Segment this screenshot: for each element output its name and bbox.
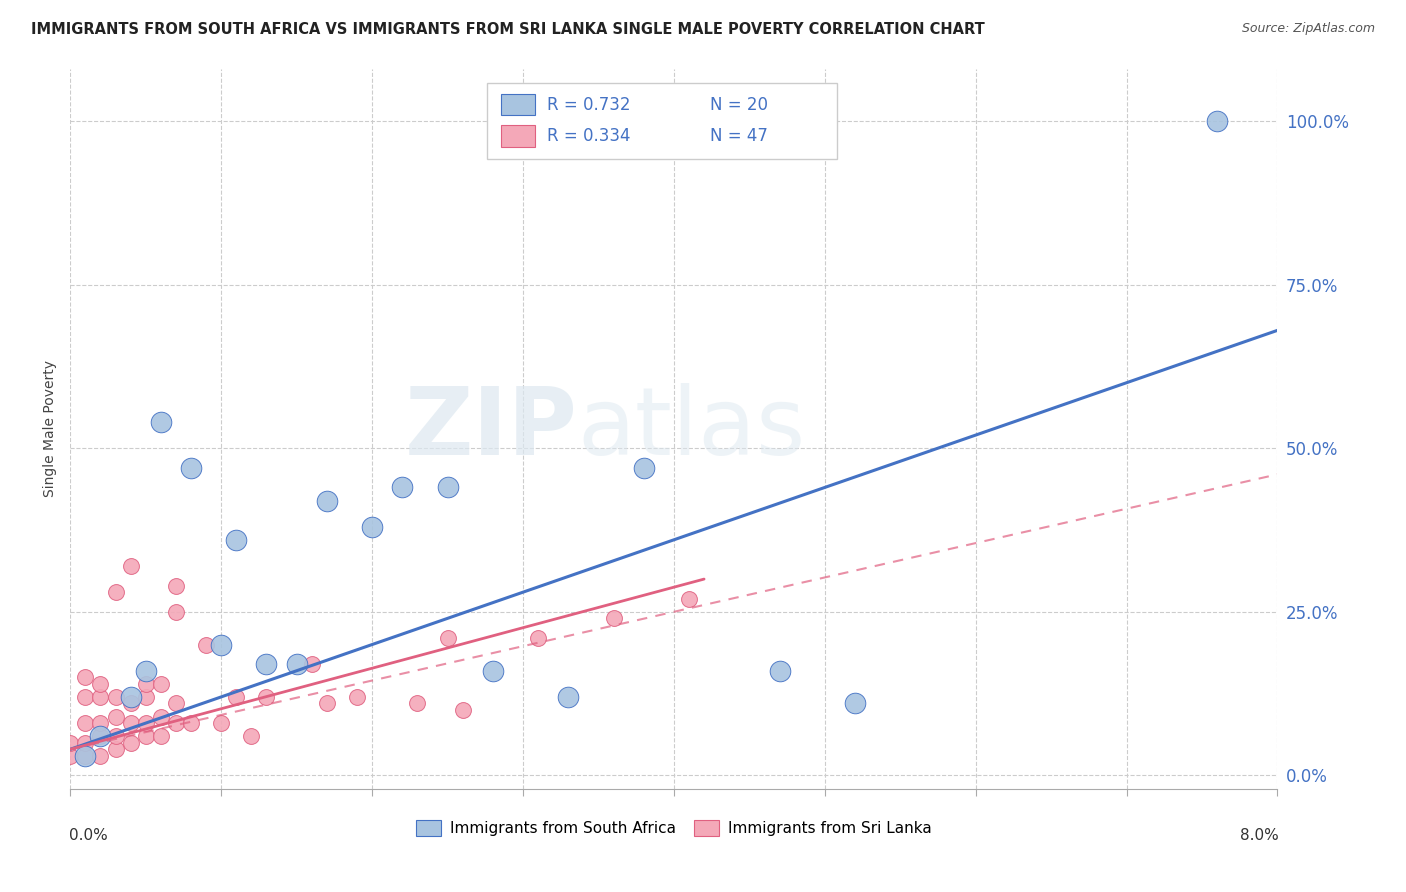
Point (225, 690, 247, 704)
Point (104, 709, 127, 723)
Point (135, 729, 157, 743)
Point (633, 460, 655, 475)
Point (180, 460, 202, 475)
Y-axis label: Single Male Poverty: Single Male Poverty (44, 360, 58, 497)
Point (75, 748, 97, 763)
Point (75, 690, 97, 704)
Point (135, 716, 157, 731)
Point (180, 716, 202, 731)
Point (89, 677, 111, 691)
Text: atlas: atlas (578, 383, 806, 475)
Point (240, 729, 263, 743)
Point (104, 742, 127, 756)
Point (209, 716, 232, 731)
Point (406, 697, 429, 711)
Point (195, 638, 218, 652)
Point (165, 697, 187, 711)
Point (285, 657, 308, 672)
Point (165, 579, 187, 593)
Point (602, 611, 624, 625)
Point (346, 690, 368, 704)
Point (165, 605, 187, 619)
Point (361, 519, 384, 533)
Point (165, 716, 187, 731)
Point (120, 559, 142, 574)
Text: N = 47: N = 47 (710, 128, 768, 145)
Point (1206, 114, 1229, 128)
Point (75, 736, 97, 750)
Bar (502, 126, 536, 147)
Point (256, 690, 278, 704)
Point (75, 716, 97, 731)
Text: N = 20: N = 20 (710, 95, 768, 113)
Bar (502, 94, 536, 115)
Point (59, 736, 82, 750)
Point (209, 638, 232, 652)
Text: ZIP: ZIP (405, 383, 578, 475)
Point (225, 533, 247, 547)
Text: 0.0%: 0.0% (69, 828, 108, 843)
Point (104, 585, 127, 599)
Point (149, 729, 172, 743)
Point (436, 480, 458, 494)
Point (120, 716, 142, 731)
Point (89, 729, 111, 743)
Point (391, 480, 413, 494)
Point (120, 736, 142, 750)
Text: Source: ZipAtlas.com: Source: ZipAtlas.com (1241, 22, 1375, 36)
Point (59, 748, 82, 763)
Point (768, 664, 790, 678)
Point (451, 703, 474, 717)
Text: IMMIGRANTS FROM SOUTH AFRICA VS IMMIGRANTS FROM SRI LANKA SINGLE MALE POVERTY CO: IMMIGRANTS FROM SOUTH AFRICA VS IMMIGRAN… (31, 22, 984, 37)
Point (301, 657, 323, 672)
Point (149, 677, 172, 691)
Point (135, 664, 157, 678)
Point (89, 716, 111, 731)
Point (104, 729, 127, 743)
Point (120, 697, 142, 711)
Point (527, 631, 550, 645)
Point (89, 690, 111, 704)
Point (149, 415, 172, 429)
Point (89, 748, 111, 763)
Point (678, 591, 700, 606)
Point (135, 677, 157, 691)
Point (75, 748, 97, 763)
Point (104, 690, 127, 704)
Text: R = 0.334: R = 0.334 (547, 128, 631, 145)
Point (482, 664, 505, 678)
Point (89, 729, 111, 743)
Point (557, 690, 579, 704)
Text: 8.0%: 8.0% (1240, 828, 1278, 843)
Point (844, 697, 866, 711)
Point (135, 690, 157, 704)
Text: R = 0.732: R = 0.732 (547, 95, 631, 113)
FancyBboxPatch shape (486, 83, 837, 159)
Point (315, 493, 337, 508)
Point (149, 709, 172, 723)
Point (120, 690, 142, 704)
Legend: Immigrants from South Africa, Immigrants from Sri Lanka: Immigrants from South Africa, Immigrants… (411, 814, 938, 842)
Point (256, 657, 278, 672)
Point (315, 697, 337, 711)
Point (75, 670, 97, 684)
Point (436, 631, 458, 645)
